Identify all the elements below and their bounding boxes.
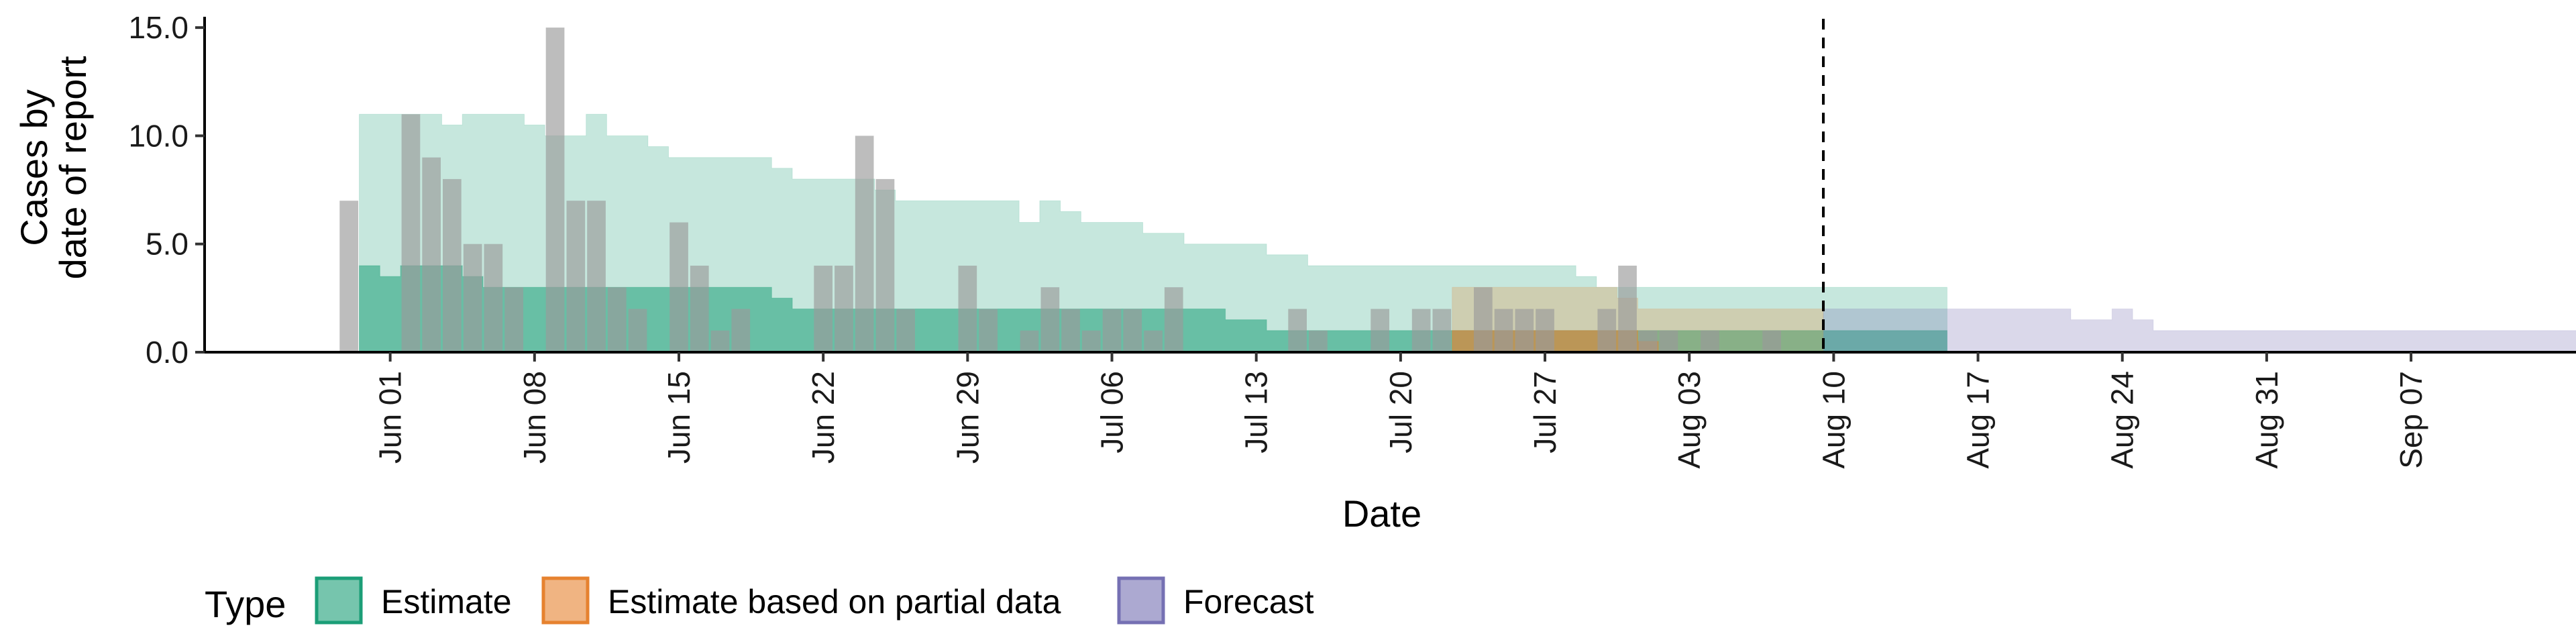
observed-case-bar	[896, 309, 915, 352]
x-axis-title: Date	[1342, 492, 1421, 535]
observed-case-bar	[690, 266, 709, 352]
legend-label-forecast: Forecast	[1183, 583, 1314, 621]
observed-case-bar	[1102, 309, 1122, 352]
x-tick-label: Aug 31	[2249, 371, 2284, 469]
y-tick-label: 0.0	[146, 335, 189, 370]
observed-case-bar	[339, 201, 358, 352]
x-tick-label: Aug 24	[2105, 371, 2140, 469]
observed-case-bar	[1515, 309, 1534, 352]
y-tick-label: 5.0	[146, 227, 189, 262]
x-tick-label: Aug 03	[1672, 371, 1707, 469]
legend: Type Estimate Estimate based on partial d…	[205, 576, 1314, 625]
observed-case-bar	[607, 287, 627, 352]
observed-case-bar	[545, 28, 565, 352]
x-tick-label: Aug 17	[1961, 371, 1996, 469]
observed-case-bar	[1040, 287, 1060, 352]
x-tick-label: Jun 01	[373, 371, 408, 464]
x-tick-label: Jul 27	[1527, 371, 1562, 453]
legend-label-partial: Estimate based on partial data	[608, 583, 1061, 621]
legend-label-estimate: Estimate	[381, 583, 512, 621]
legend-key-forecast	[1117, 576, 1165, 625]
x-ticks: Jun 01 Jun 08 Jun 15 Jun 22 Jun 29 Jul 06 Jul …	[373, 352, 2428, 469]
observed-case-bar	[484, 244, 503, 352]
observed-case-bar	[875, 178, 895, 352]
observed-case-bar	[1288, 309, 1307, 352]
x-tick-label: Jun 15	[661, 371, 696, 464]
observed-case-bar	[587, 201, 606, 352]
observed-case-bar	[1597, 309, 1617, 352]
observed-case-bar	[669, 222, 688, 352]
observed-case-bar	[1411, 309, 1431, 352]
x-tick-label: Jun 08	[517, 371, 552, 464]
x-tick-label: Aug 10	[1816, 371, 1851, 469]
observed-case-bar	[1123, 309, 1142, 352]
observed-case-bar	[1371, 309, 1389, 352]
observed-case-bar	[422, 157, 441, 352]
x-tick-label: Jul 13	[1239, 371, 1274, 453]
x-tick-label: Jun 22	[806, 371, 841, 464]
observed-case-bar	[958, 266, 977, 352]
observed-case-bar	[979, 309, 998, 352]
observed-case-bar	[1432, 309, 1452, 352]
observed-case-bar	[1762, 330, 1781, 352]
observed-case-bar	[1474, 287, 1493, 352]
observed-case-bar	[1659, 330, 1678, 352]
axes: 0.05.010.015.0 Jun 01 Jun 08 Jun 15 Jun 22 J…	[128, 10, 2576, 469]
observed-case-bar	[1061, 309, 1080, 352]
x-tick-label: Sep 07	[2394, 371, 2428, 469]
observed-case-bar	[1020, 330, 1039, 352]
x-tick-label: Jul 06	[1095, 371, 1130, 453]
observed-case-bar	[628, 309, 647, 352]
observed-case-bar	[814, 266, 833, 352]
observed-case-bar	[855, 136, 874, 352]
x-tick-label: Jul 20	[1383, 371, 1418, 453]
observed-case-bar	[443, 178, 462, 352]
observed-cases-bars	[339, 28, 1781, 352]
observed-case-bar	[1164, 287, 1183, 352]
observed-case-bar	[504, 287, 523, 352]
observed-case-bar	[710, 330, 730, 352]
observed-case-bar	[463, 244, 482, 352]
observed-case-bar	[401, 114, 421, 352]
observed-case-bar	[835, 266, 853, 352]
observed-case-bar	[1144, 330, 1163, 352]
observed-case-bar	[1618, 266, 1637, 352]
observed-case-bar	[1536, 309, 1554, 352]
legend-key-partial	[541, 576, 590, 625]
y-axis-title-line1: Cases by	[13, 89, 55, 246]
observed-case-bar	[1309, 330, 1328, 352]
x-tick-label: Jun 29	[950, 371, 985, 464]
observed-case-bar	[731, 309, 751, 352]
ribbon-90-forecast	[1823, 309, 2576, 353]
observed-case-bar	[1494, 309, 1513, 352]
y-axis-title-line2: date of report	[52, 56, 94, 280]
observed-case-bar	[566, 201, 586, 352]
y-tick-label: 15.0	[128, 10, 189, 45]
observed-case-bar	[1638, 330, 1658, 352]
y-tick-label: 10.0	[128, 118, 189, 153]
y-ticks: 0.0 5.0 10.0 15.0	[128, 10, 205, 370]
observed-case-bar	[1081, 330, 1101, 352]
observed-case-bar	[1701, 330, 1719, 352]
legend-key-estimate	[315, 576, 363, 625]
legend-title: Type	[205, 583, 286, 625]
